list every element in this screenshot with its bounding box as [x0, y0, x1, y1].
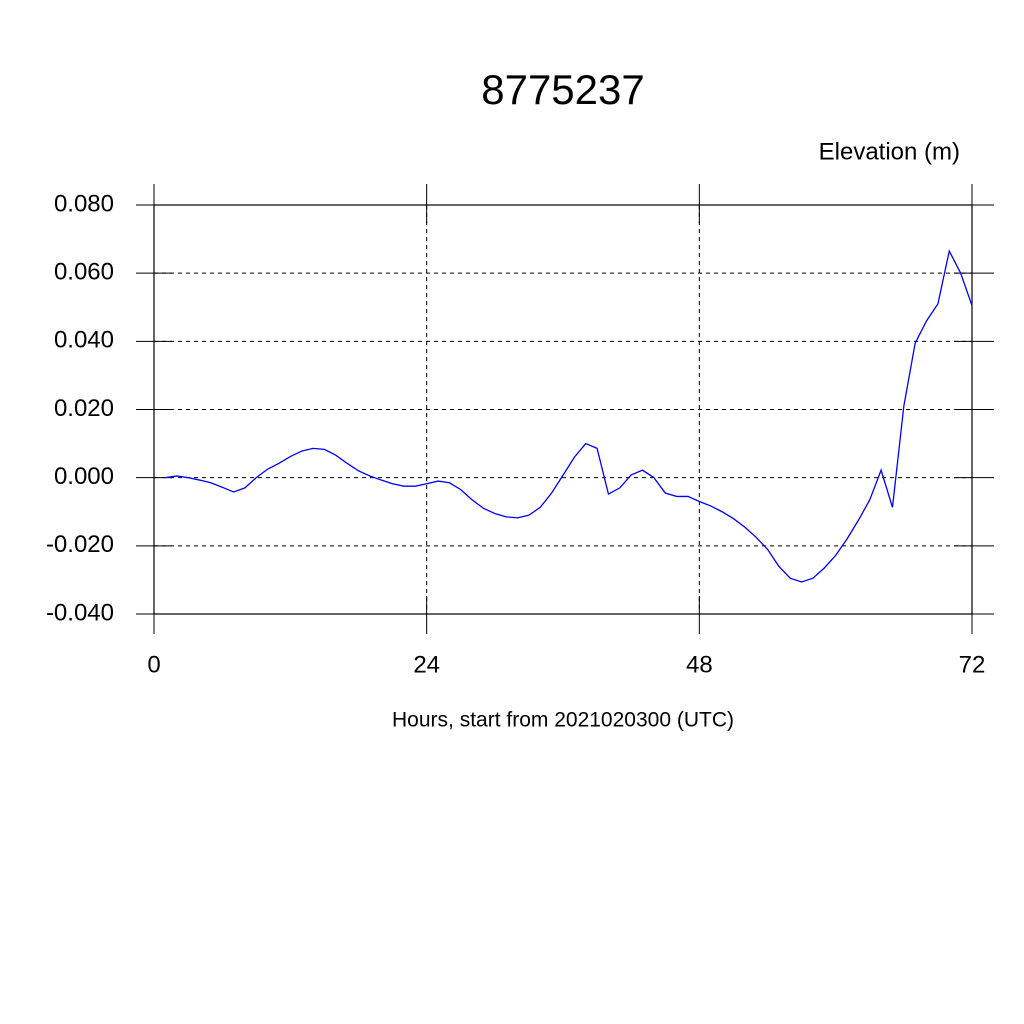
x-tick-label: 0 [147, 651, 160, 678]
x-axis-label: Hours, start from 2021020300 (UTC) [392, 709, 734, 732]
x-tick-label: 72 [959, 651, 986, 678]
y-tick-label: 0.020 [54, 395, 114, 422]
x-tick-label: 24 [413, 651, 440, 678]
y-tick-label: -0.040 [46, 599, 114, 626]
x-tick-label: 48 [686, 651, 713, 678]
plot-frame [153, 204, 973, 615]
y-tick-label: 0.080 [54, 190, 114, 217]
y-tick-label: 0.000 [54, 463, 114, 490]
y-axis-label: Elevation (m) [819, 138, 960, 165]
y-tick-label: -0.020 [46, 531, 114, 558]
y-tick-label: 0.040 [54, 327, 114, 354]
y-tick-label: 0.060 [54, 259, 114, 286]
chart-title: 8775237 [481, 66, 645, 113]
data-line [165, 249, 973, 583]
